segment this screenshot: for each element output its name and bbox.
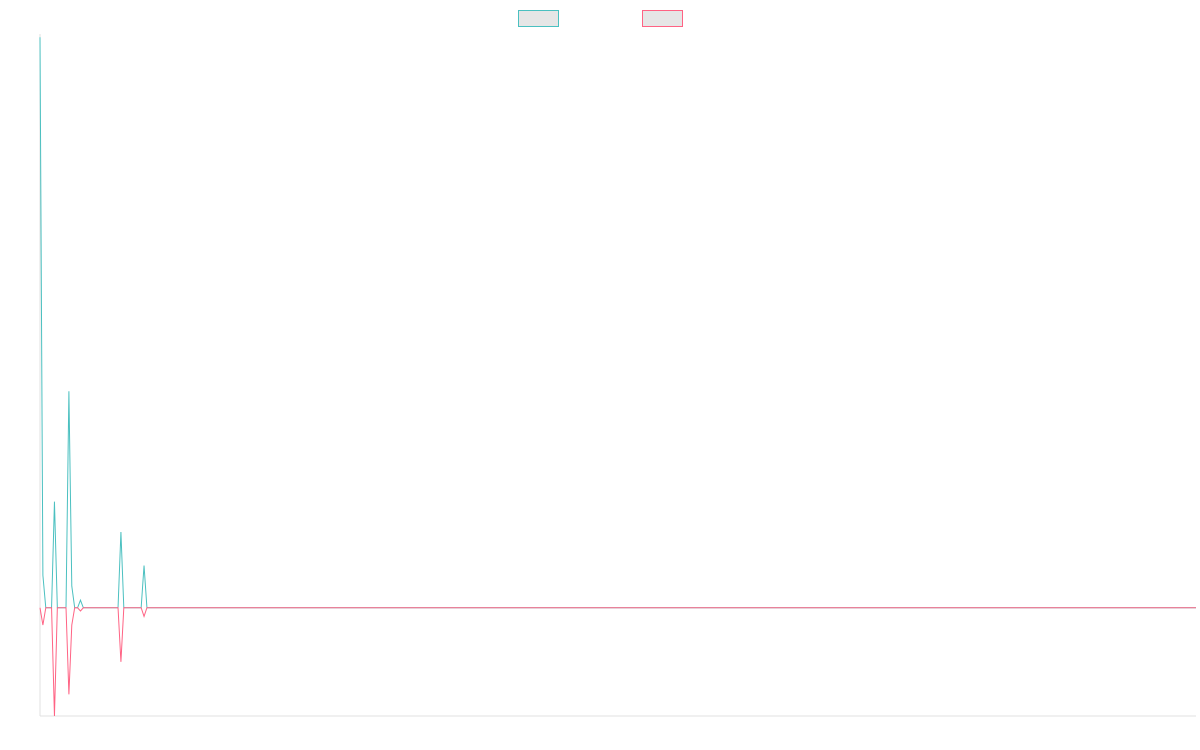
series-2-line bbox=[39, 607, 1196, 717]
chart-axes bbox=[39, 34, 1196, 717]
plot-area bbox=[39, 37, 1196, 717]
legend-swatch-series-2[interactable] bbox=[642, 10, 683, 27]
chart-legend bbox=[518, 10, 683, 27]
series-1-line bbox=[39, 37, 1196, 609]
legend-swatch-series-1[interactable] bbox=[518, 10, 559, 27]
